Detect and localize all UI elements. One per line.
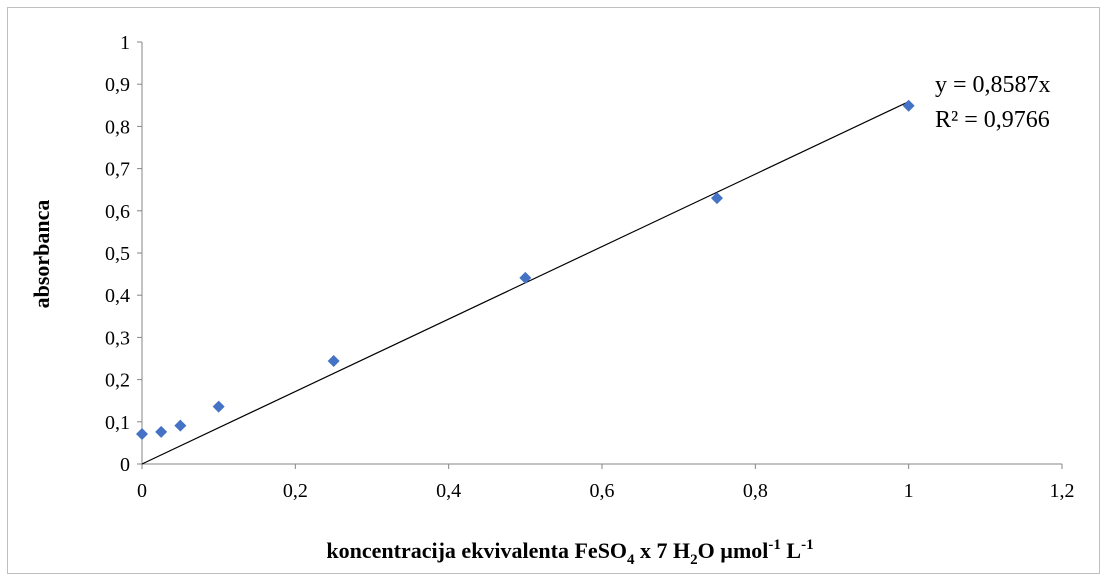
x-tick-label: 0,8 [743,480,768,502]
x-tick-label: 1 [904,480,914,502]
y-tick-label: 0,8 [105,116,130,138]
x-tick-label: 0,6 [590,480,615,502]
y-tick-label: 0 [120,454,130,476]
y-tick-label: 0,2 [105,370,130,392]
x-axis-title: koncentracija ekvivalenta FeSO4 x 7 H2O … [326,537,813,568]
y-tick-label: 0,7 [105,159,130,181]
data-point [155,425,168,438]
trendline-equation: y = 0,8587x [935,72,1051,98]
x-tick-label: 0,4 [436,480,461,502]
chart-area [7,7,1100,574]
data-point [212,400,225,413]
y-tick-label: 0,3 [105,327,130,349]
data-point [136,428,148,441]
y-tick-label: 0,9 [105,74,130,96]
data-point [174,419,187,432]
y-tick-label: 0,5 [105,243,130,265]
x-tick-label: 0,2 [283,480,308,502]
axes [137,41,1063,469]
tick-labels: 0 0,1 0,2 0,3 0,4 0,5 0,6 0,7 0,8 0,9 1 0 0,2 0,4 0,6 0… [105,32,1075,502]
x-tick-label: 0 [137,480,147,502]
data-point [902,99,915,112]
y-axis-title: absorbanca [29,200,54,309]
y-tick-label: 0,1 [105,412,130,434]
data-point [711,192,723,205]
r-squared-label: R² = 0,9766 [935,107,1050,133]
y-tick-label: 0,4 [105,285,130,307]
data-point [327,355,340,368]
data-point [519,271,532,284]
x-tick-label: 1,2 [1050,480,1075,502]
y-tick-label: 1 [120,32,130,54]
y-tick-label: 0,6 [105,201,130,223]
data-points [136,99,915,441]
